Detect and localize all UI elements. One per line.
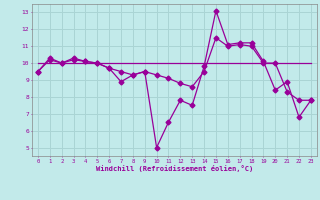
- X-axis label: Windchill (Refroidissement éolien,°C): Windchill (Refroidissement éolien,°C): [96, 165, 253, 172]
